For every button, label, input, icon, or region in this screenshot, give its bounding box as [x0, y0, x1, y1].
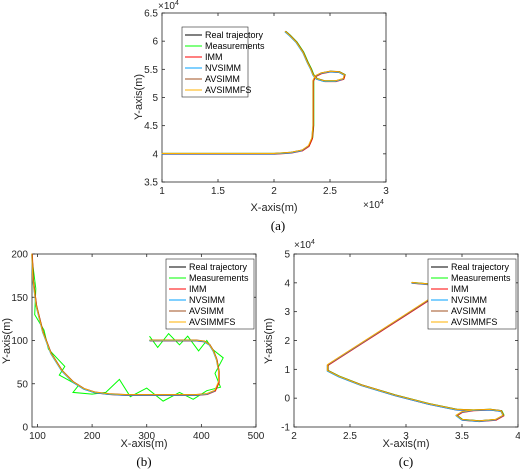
chart-b-series-measurements	[31, 258, 224, 402]
chart-a: 1 1.5 2 2.5 3 3.5 4 4.5 5 5.5 6 6.5 ×104 ×104 X-axi…	[133, 0, 389, 233]
chart-a-xtick-label: 1.5	[211, 186, 225, 197]
chart-b-ytick-label: 100	[11, 336, 28, 347]
chart-a-legend-label: Measurements	[205, 41, 265, 51]
chart-a-legend-label: IMM	[205, 52, 223, 62]
chart-a-xlabel: X-axis(m)	[250, 202, 297, 214]
chart-b-xtick-label: 400	[193, 431, 210, 442]
chart-c-ylabel: Y-axis(m)	[263, 318, 275, 364]
chart-a-ytick-label: 5	[152, 93, 158, 104]
chart-c-xlabel: X-axis(m)	[382, 438, 429, 450]
chart-a-legend-label: NVSIMM	[205, 63, 241, 73]
chart-c-legend-box	[427, 258, 517, 330]
chart-b-legend-label: NVSIMM	[189, 295, 225, 305]
chart-b-xtick-label: 300	[138, 431, 155, 442]
chart-a-x-multiplier: ×104	[363, 199, 384, 211]
chart-a-legend-box	[181, 26, 249, 98]
chart-a-legend-label: AVSIMMFS	[205, 85, 251, 95]
chart-b-legend-label: Real trajectory	[189, 262, 248, 272]
chart-b-xtick-label: 500	[248, 431, 265, 442]
chart-a-xtick-label: 2	[271, 186, 277, 197]
chart-b-xtick-label: 200	[84, 431, 101, 442]
chart-c-ytick-label: 4	[284, 278, 290, 289]
chart-b-ytick-label: 50	[17, 379, 29, 390]
chart-c-xtick-label: 3.5	[455, 431, 469, 442]
chart-a-ytick-label: 4.5	[144, 121, 158, 132]
chart-a-series-avsimmfs	[161, 30, 345, 154]
chart-c-ytick-label: -1	[281, 423, 290, 434]
chart-c-xtick-label: 2	[291, 431, 297, 442]
chart-c-legend-label: Real trajectory	[451, 262, 510, 272]
chart-b-series-avsimmfs	[31, 253, 219, 396]
chart-b-legend-label: Measurements	[189, 273, 249, 283]
chart-a-y-multiplier: ×104	[158, 0, 179, 12]
chart-b-ytick-label: 200	[11, 250, 28, 261]
chart-c-y-multiplier: ×104	[294, 239, 315, 251]
chart-b-legend-box	[165, 258, 255, 330]
chart-a-ytick-label: 4	[152, 149, 158, 160]
chart-a-legend: Real trajectoryMeasurementsIMMNVSIMMAVSI…	[181, 26, 265, 98]
chart-c-legend-label: AVSIMM	[451, 306, 486, 316]
chart-c-ytick-label: 5	[284, 250, 290, 261]
chart-b-ytick-label: 150	[11, 293, 28, 304]
chart-b-legend-label: AVSIMMFS	[189, 317, 235, 327]
chart-c-caption: (c)	[399, 454, 413, 469]
chart-a-legend-label: AVSIMM	[205, 74, 240, 84]
chart-c-legend-label: Measurements	[451, 273, 511, 283]
chart-b-xlabel: X-axis(m)	[120, 438, 167, 450]
chart-a-xtick-label: 2.5	[323, 186, 337, 197]
chart-c-xtick-label: 4	[515, 431, 520, 442]
chart-a-legend-label: Real trajectory	[205, 30, 264, 40]
chart-c-xtick-label: 2.5	[343, 431, 357, 442]
chart-a-caption: (a)	[271, 218, 285, 233]
chart-a-xtick-label: 3	[383, 186, 389, 197]
chart-c-ytick-label: 0	[284, 394, 290, 405]
chart-b-plot-area	[31, 253, 257, 428]
chart-c-xtick-label: 3	[403, 431, 409, 442]
chart-a-ytick-label: 5.5	[144, 65, 158, 76]
chart-a-ytick-label: 6.5	[144, 9, 158, 20]
chart-a-ytick-label: 3.5	[144, 178, 158, 189]
chart-b-ytick-label: 0	[22, 423, 28, 434]
chart-c-legend-label: IMM	[451, 284, 469, 294]
chart-a-xtick-label: 1	[159, 186, 165, 197]
chart-c: 2 2.5 3 3.5 4 -1 0 1 2 3 4 5 ×104 X-axis(m) Y-axis(…	[263, 239, 520, 469]
chart-c-ytick-label: 2	[284, 336, 290, 347]
chart-b-legend-label: AVSIMM	[189, 306, 224, 316]
chart-b-legend: Real trajectoryMeasurementsIMMNVSIMMAVSI…	[165, 258, 255, 330]
chart-c-legend-label: AVSIMMFS	[451, 317, 497, 327]
chart-c-series-avsimmfs	[326, 282, 504, 422]
chart-b-legend-label: IMM	[189, 284, 207, 294]
chart-a-ylabel: Y-axis(m)	[133, 74, 145, 120]
chart-b: 100 200 300 400 500 0 50 100 150 200 X-axis(m) Y-…	[1, 250, 265, 470]
chart-c-legend: Real trajectoryMeasurementsIMMNVSIMMAVSI…	[427, 258, 517, 330]
chart-c-legend-label: NVSIMM	[451, 295, 487, 305]
chart-b-caption: (b)	[136, 454, 151, 469]
chart-b-xtick-label: 100	[29, 431, 46, 442]
chart-c-ytick-label: 3	[284, 307, 290, 318]
chart-b-ylabel: Y-axis(m)	[1, 318, 13, 364]
chart-c-ytick-label: 1	[284, 365, 290, 376]
chart-a-ytick-label: 6	[152, 37, 158, 48]
